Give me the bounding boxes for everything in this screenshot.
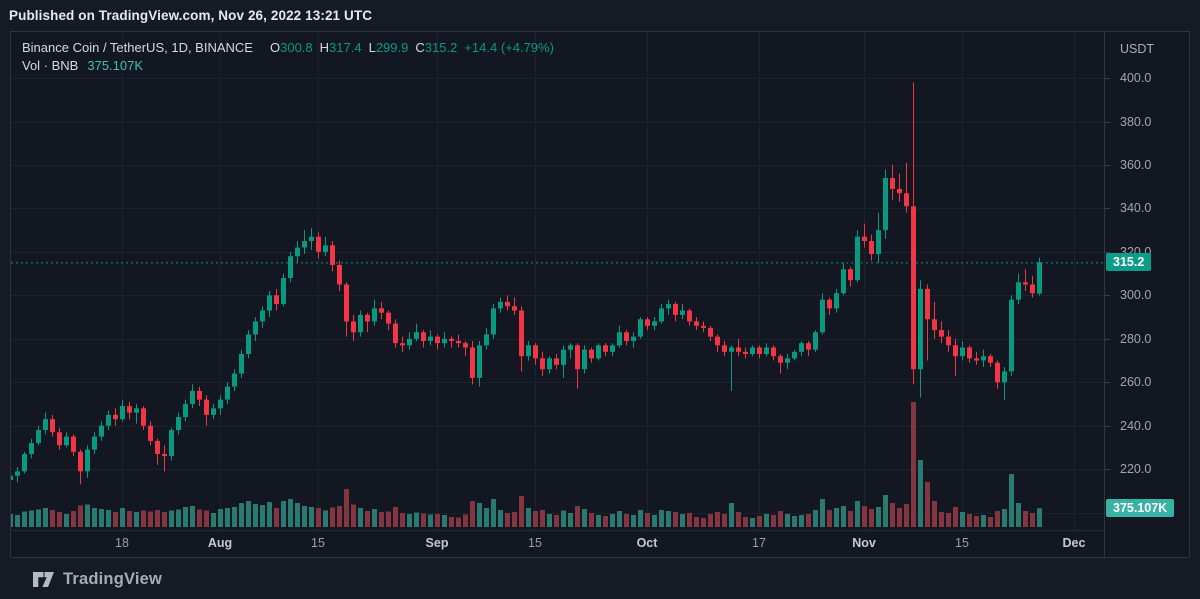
- candlestick-chart[interactable]: [11, 32, 1104, 530]
- tradingview-logo-icon: [33, 571, 54, 587]
- published-banner-text: Published on TradingView.com, Nov 26, 20…: [9, 8, 373, 23]
- tradingview-attribution[interactable]: TradingView: [33, 566, 162, 592]
- last-price-badge: 315.2: [1106, 253, 1152, 272]
- time-axis[interactable]: 18 Aug 15 Sep 15 Oct 17 Nov 15 Dec: [11, 530, 1104, 558]
- legend: Binance Coin / TetherUS, 1D, BINANCE O300…: [22, 39, 554, 75]
- ohlc-values: O300.8 H317.4 L299.9 C315.2: [269, 40, 458, 55]
- volume-value: 375.107K: [87, 58, 144, 73]
- last-volume-badge: 375.107K: [1106, 499, 1175, 518]
- axis-currency-label: USDT: [1120, 42, 1155, 56]
- symbol-title: Binance Coin / TetherUS, 1D, BINANCE: [22, 40, 253, 55]
- grid-layer: [11, 32, 1104, 530]
- volume-layer: [11, 402, 1042, 527]
- change-value: +14.4 (+4.79%): [464, 40, 554, 55]
- volume-series-label: Vol · BNB: [22, 58, 79, 73]
- published-banner: Published on TradingView.com, Nov 26, 20…: [0, 0, 1200, 31]
- tradingview-logo-text: TradingView: [63, 569, 163, 588]
- candle-layer: [11, 82, 1042, 485]
- price-pane[interactable]: Binance Coin / TetherUS, 1D, BINANCE O300…: [11, 32, 1104, 530]
- price-axis[interactable]: USDT 400.0 380.0 360.0 340.0 320.0 300.0 280.0…: [1104, 32, 1190, 557]
- chart-widget: Binance Coin / TetherUS, 1D, BINANCE O300…: [10, 31, 1190, 558]
